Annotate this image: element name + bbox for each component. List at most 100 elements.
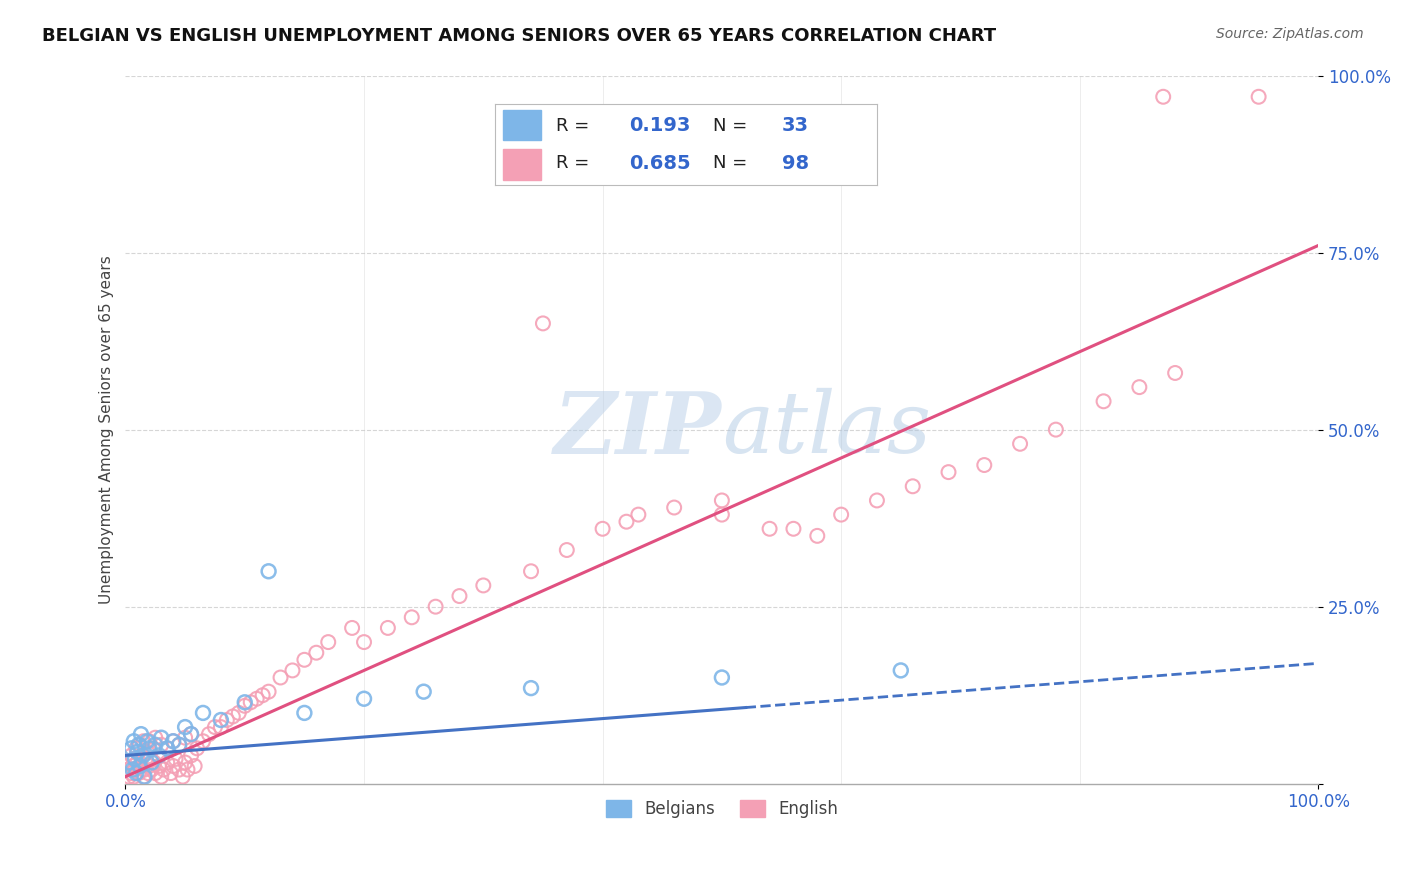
Point (176, 763, 198, 777)
Point (281, 664, 304, 678)
Point (292, 653, 315, 667)
Point (239, 695, 262, 709)
Point (165, 752, 187, 766)
Point (148, 759, 170, 773)
Point (209, 720, 232, 734)
Text: ZIP: ZIP (554, 388, 721, 471)
Point (1092, 394, 1115, 409)
Point (1045, 423, 1067, 437)
Point (150, 731, 173, 745)
Point (127, 745, 149, 759)
Point (135, 752, 157, 766)
Point (174, 756, 197, 770)
Point (180, 748, 202, 763)
Point (901, 479, 924, 493)
Legend: Belgians, English: Belgians, English (599, 794, 845, 825)
Point (121, 763, 143, 777)
Point (143, 756, 166, 770)
Point (131, 748, 153, 763)
Point (340, 621, 363, 635)
Point (143, 766, 166, 780)
Point (156, 741, 179, 756)
Point (292, 706, 315, 720)
Point (222, 709, 245, 723)
Point (162, 759, 184, 773)
Point (118, 770, 141, 784)
Point (592, 522, 614, 536)
Point (1010, 437, 1032, 451)
Point (174, 720, 197, 734)
Point (830, 508, 852, 522)
Point (209, 713, 232, 727)
Point (531, 317, 554, 331)
Point (305, 646, 328, 660)
Point (1247, 89, 1270, 103)
Point (377, 621, 399, 635)
Point (710, 508, 733, 522)
Point (120, 766, 142, 780)
Point (806, 529, 828, 543)
Point (228, 706, 250, 720)
Point (973, 458, 995, 472)
Point (710, 493, 733, 508)
Point (139, 752, 162, 766)
Point (134, 770, 156, 784)
Point (156, 756, 179, 770)
Text: atlas: atlas (721, 388, 931, 471)
Point (143, 738, 166, 752)
Point (125, 766, 148, 780)
Point (627, 508, 650, 522)
Point (174, 731, 197, 745)
Point (127, 745, 149, 759)
Point (401, 610, 423, 624)
Point (152, 763, 174, 777)
Point (124, 763, 146, 777)
Point (127, 756, 149, 770)
Point (353, 691, 375, 706)
Point (150, 738, 173, 752)
Point (159, 766, 181, 780)
Point (425, 599, 447, 614)
Point (890, 664, 912, 678)
Point (710, 671, 733, 685)
Point (180, 727, 202, 741)
Point (150, 770, 173, 784)
Point (198, 727, 221, 741)
Point (142, 741, 165, 756)
Point (122, 770, 145, 784)
Point (449, 589, 471, 603)
Point (172, 770, 194, 784)
Point (118, 756, 141, 770)
Point (125, 741, 148, 756)
Point (134, 763, 156, 777)
Point (782, 522, 804, 536)
Point (938, 465, 960, 479)
Text: Source: ZipAtlas.com: Source: ZipAtlas.com (1216, 27, 1364, 41)
Point (215, 713, 238, 727)
Point (136, 734, 159, 748)
Point (128, 738, 150, 752)
Point (472, 578, 495, 592)
Point (866, 493, 889, 508)
Point (167, 763, 190, 777)
Point (1152, 89, 1174, 103)
Point (129, 727, 152, 741)
Point (141, 763, 163, 777)
Point (136, 766, 159, 780)
Point (204, 720, 226, 734)
Point (233, 698, 256, 713)
Point (520, 564, 543, 578)
Text: BELGIAN VS ENGLISH UNEMPLOYMENT AMONG SENIORS OVER 65 YEARS CORRELATION CHART: BELGIAN VS ENGLISH UNEMPLOYMENT AMONG SE… (42, 27, 997, 45)
Point (117, 763, 139, 777)
Y-axis label: Unemployment Among Seniors over 65 years: Unemployment Among Seniors over 65 years (100, 255, 114, 604)
Point (520, 681, 543, 695)
Point (143, 731, 166, 745)
Point (257, 564, 280, 578)
Point (141, 756, 163, 770)
Point (1164, 366, 1187, 380)
Point (180, 727, 202, 741)
Point (162, 734, 184, 748)
Point (257, 684, 280, 698)
Point (353, 635, 375, 649)
Point (246, 691, 269, 706)
